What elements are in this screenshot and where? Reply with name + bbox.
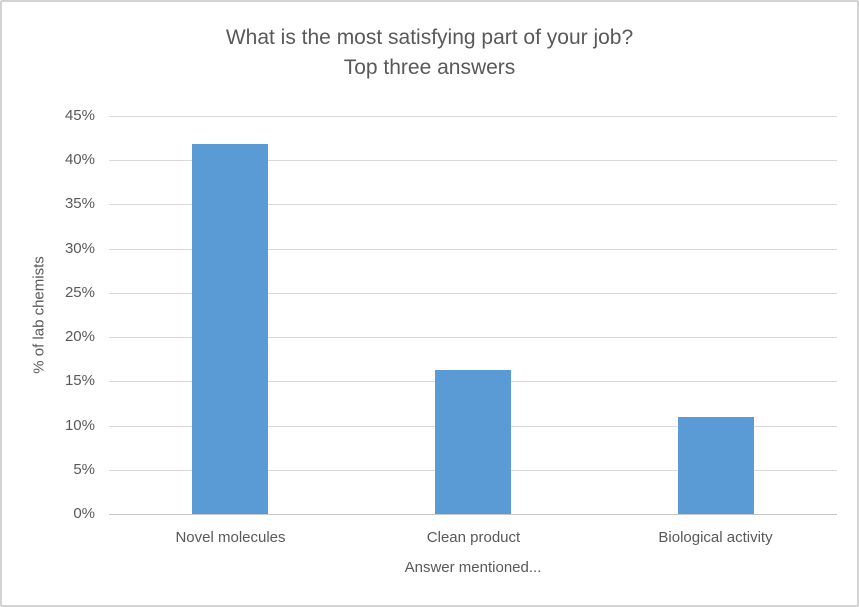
x-axis-category-label: Biological activity (658, 529, 773, 546)
y-axis-tick-label: 35% (64, 195, 95, 212)
gridline (109, 160, 837, 161)
y-axis-title: % of lab chemists (30, 256, 48, 374)
y-axis-tick-label: 25% (64, 284, 95, 301)
y-axis-tick-label: 10% (64, 417, 95, 434)
chart-title: What is the most satisfying part of your… (2, 23, 857, 83)
gridline (109, 249, 837, 250)
gridline (109, 337, 837, 338)
y-axis-tick-label: 20% (64, 328, 95, 345)
x-axis-category-label: Clean product (426, 529, 521, 546)
bar-biological-activity (678, 417, 754, 514)
gridline (109, 293, 837, 294)
y-axis-tick-label: 40% (64, 151, 95, 168)
gridline (109, 116, 837, 117)
y-axis-tick-label: 5% (73, 461, 95, 478)
chart-title-line1: What is the most satisfying part of your… (225, 26, 634, 49)
x-axis-line (109, 514, 837, 515)
y-axis-tick-label: 45% (64, 107, 95, 124)
y-axis-tick-label: 0% (73, 505, 95, 522)
x-axis-category-label: Novel molecules (175, 529, 286, 546)
y-axis-tick-label: 15% (64, 372, 95, 389)
x-axis-title: Answer mentioned... (404, 559, 542, 576)
chart-title-line2: Top three answers (343, 56, 516, 79)
bar-clean-product (435, 370, 511, 514)
gridline (109, 204, 837, 205)
bar-novel-molecules (192, 144, 268, 514)
y-axis-tick-label: 30% (64, 240, 95, 257)
